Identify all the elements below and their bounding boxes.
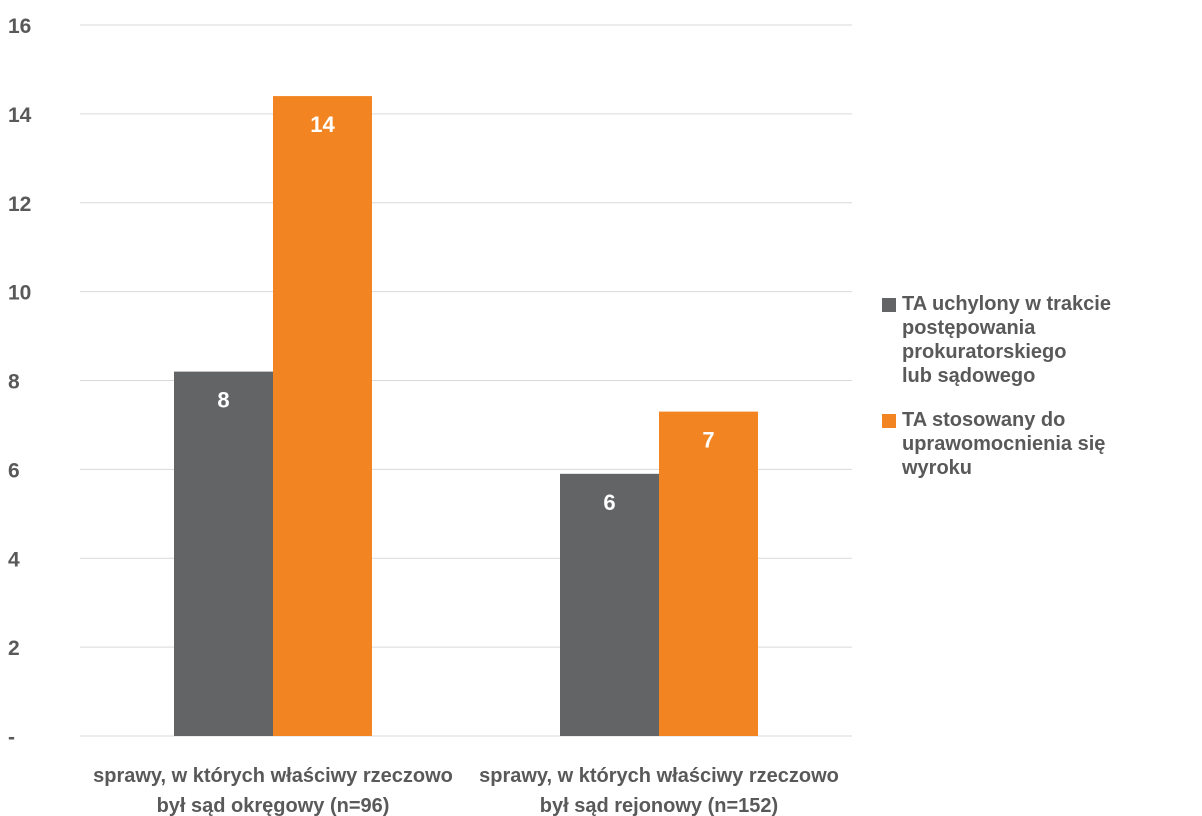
legend-swatch: [882, 298, 896, 312]
bar: [659, 411, 758, 736]
y-tick-label: 12: [8, 193, 31, 216]
y-tick-label: 10: [8, 282, 31, 305]
legend-item: TA uchylony w trakcie postępowania proku…: [882, 292, 1202, 388]
legend-item: TA stosowany do uprawomocnienia się wyro…: [882, 408, 1202, 480]
data-label: 8: [217, 388, 229, 413]
y-tick-label: -: [8, 726, 15, 749]
legend-swatch: [882, 414, 896, 428]
data-label: 6: [603, 490, 615, 515]
bar: [273, 96, 372, 737]
y-tick-label: 2: [8, 637, 20, 660]
legend-label: TA stosowany do uprawomocnienia się wyro…: [902, 409, 1106, 479]
bars: [174, 96, 758, 737]
category-label: sprawy, w których właściwy rzeczowo był s…: [479, 765, 839, 816]
legend: TA uchylony w trakcie postępowania proku…: [882, 292, 1202, 500]
y-tick-label: 4: [8, 548, 20, 571]
category-label: sprawy, w których właściwy rzeczowo był s…: [93, 765, 453, 816]
y-tick-label: 14: [8, 104, 32, 127]
y-tick-label: 8: [8, 371, 20, 394]
y-tick-label: 16: [8, 15, 31, 38]
y-axis-ticks: - 2 4 6 8 10 12 14 16: [8, 15, 32, 749]
data-label: 7: [702, 428, 714, 453]
y-tick-label: 6: [8, 459, 20, 482]
legend-label: TA uchylony w trakcie postępowania proku…: [902, 293, 1111, 387]
data-label: 14: [310, 112, 335, 137]
x-axis-categories: sprawy, w których właściwy rzeczowo był s…: [93, 765, 839, 816]
data-labels: 8 14 6 7: [217, 112, 714, 515]
bar: [174, 371, 273, 736]
bar: [560, 473, 659, 736]
